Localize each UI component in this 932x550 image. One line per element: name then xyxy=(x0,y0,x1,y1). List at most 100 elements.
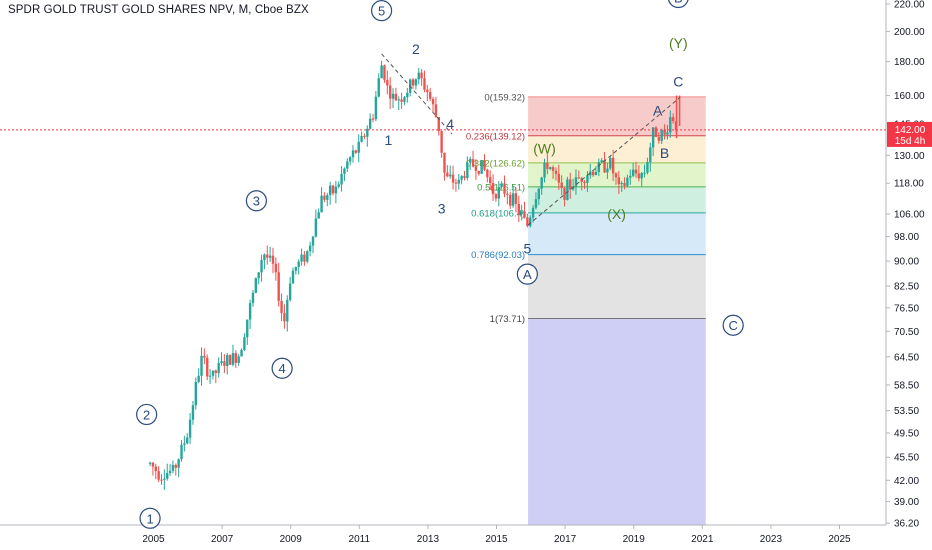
candle-body xyxy=(348,157,352,162)
y-tick-label: 160.00 xyxy=(894,91,925,102)
candle-body xyxy=(343,168,346,174)
candle-body xyxy=(277,272,280,301)
wave-label-text: 2 xyxy=(412,41,420,57)
candle-body xyxy=(331,185,335,194)
candle-body xyxy=(260,260,263,273)
candle-body xyxy=(617,177,621,185)
candle-body xyxy=(363,135,366,137)
wave-labels: 1 2 3 4 5 1 2 3 4 5 A (W) (X) A B C (Y) B C xyxy=(136,0,744,529)
candle-body xyxy=(414,79,418,86)
y-tick-label: 36.20 xyxy=(894,519,919,530)
candle-body xyxy=(666,132,669,135)
candle-body xyxy=(226,355,229,367)
candle-body xyxy=(297,261,300,267)
candle-body xyxy=(171,465,175,471)
candle-body xyxy=(457,179,460,184)
candle-body xyxy=(446,172,449,177)
candle-body xyxy=(494,194,498,199)
candle-body xyxy=(480,160,483,174)
y-tick-label: 39.00 xyxy=(894,497,919,508)
candle-body xyxy=(534,199,538,208)
candle-body xyxy=(217,363,220,374)
wave-label: B xyxy=(660,145,669,161)
wave-label-text: B xyxy=(674,0,683,6)
candle-body xyxy=(291,270,295,284)
candle-body xyxy=(609,157,612,169)
y-tick-label: 58.50 xyxy=(894,380,919,391)
y-tick-label: 53.50 xyxy=(894,406,919,417)
candle-body xyxy=(634,169,638,174)
candle-body xyxy=(243,337,246,351)
candle-body xyxy=(234,353,238,363)
candle-body xyxy=(443,152,446,173)
wave-label: A xyxy=(516,263,538,285)
candle-body xyxy=(563,188,566,200)
candle-body xyxy=(486,169,489,178)
wave-circle xyxy=(139,507,161,529)
candle-body xyxy=(288,283,292,300)
candle-body xyxy=(154,466,157,472)
candle-body xyxy=(654,127,658,137)
candle-body xyxy=(651,127,655,148)
wave-label: 1 xyxy=(139,507,161,529)
candle-body xyxy=(491,183,495,195)
candle-body xyxy=(431,98,435,105)
candle-body xyxy=(314,218,318,237)
x-tick-label: 2021 xyxy=(691,534,714,545)
fib-level-label: 0.618(106.4) xyxy=(471,208,525,219)
y-tick-label: 106.00 xyxy=(894,210,925,221)
wave-label: 4 xyxy=(271,357,293,379)
wave-label-text: 1 xyxy=(146,511,153,526)
candle-body xyxy=(237,356,240,363)
wave-label-text: 3 xyxy=(253,194,260,209)
chart-title: SPDR GOLD TRUST GOLD SHARES NPV, M, Cboe… xyxy=(8,4,309,16)
candle-body xyxy=(280,300,283,314)
candle-body xyxy=(580,178,583,183)
wave-circle xyxy=(245,190,267,212)
price-badge-bg xyxy=(887,121,932,147)
candle-body xyxy=(420,72,423,79)
y-tick-label: 220.00 xyxy=(894,0,925,11)
candle-body xyxy=(194,381,198,406)
wave-label: A xyxy=(653,102,663,118)
wave-circle xyxy=(722,314,744,336)
candle-body xyxy=(646,162,649,173)
candle-body xyxy=(320,195,323,213)
candle-body xyxy=(489,177,492,184)
candle-body xyxy=(271,255,275,264)
candle-body xyxy=(471,159,475,167)
candle-body xyxy=(437,117,440,131)
candle-body xyxy=(460,176,463,180)
candle-body xyxy=(220,361,223,364)
wave-label-text: 5 xyxy=(523,241,531,257)
candle-body xyxy=(597,162,601,173)
wave-circle xyxy=(516,263,538,285)
candle-body xyxy=(589,171,592,176)
wave-label: C xyxy=(722,314,744,336)
candle-body xyxy=(411,79,415,86)
fib-level-label: 0.5(116.51) xyxy=(477,182,525,193)
y-tick-label: 180.00 xyxy=(894,57,925,68)
fib-retracement: 0(159.32) 0.236(139.12) 0.382(126.62) 0.5(1… xyxy=(466,92,706,525)
candle-body xyxy=(417,72,420,80)
candle-body xyxy=(434,104,438,118)
candle-body xyxy=(483,160,486,170)
wave-circle xyxy=(370,0,393,22)
wave-label: 3 xyxy=(438,201,446,217)
candle-body xyxy=(166,473,169,479)
x-tick-label: 2023 xyxy=(760,534,783,545)
candle-body xyxy=(503,183,506,194)
candle-body xyxy=(454,182,458,184)
candle-body xyxy=(626,177,629,186)
candle-body xyxy=(531,207,535,218)
wave-label-text: C xyxy=(728,318,737,333)
candle-body xyxy=(374,96,378,120)
candle-body xyxy=(586,175,589,183)
candle-body xyxy=(406,92,409,98)
candle-body xyxy=(574,177,578,187)
x-tick-label: 2015 xyxy=(485,534,508,545)
candle-body xyxy=(529,217,532,226)
candle-body xyxy=(600,160,603,163)
candle-body xyxy=(168,470,172,474)
